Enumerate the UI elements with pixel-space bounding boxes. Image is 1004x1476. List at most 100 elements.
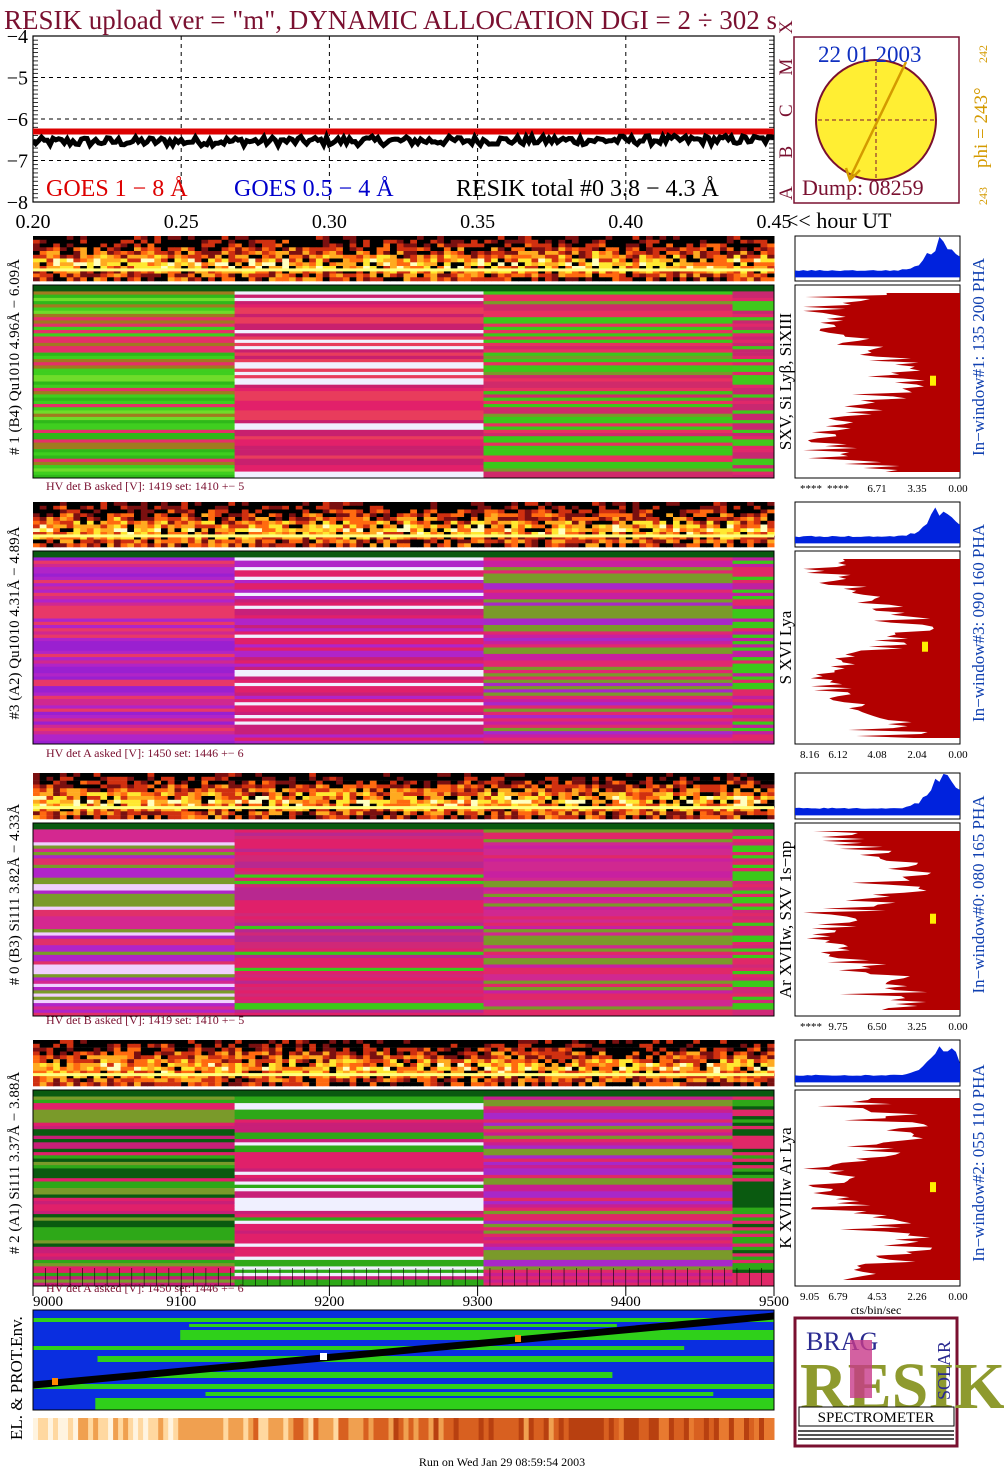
band-cell — [154, 784, 162, 789]
band-cell — [396, 262, 404, 267]
band-cell — [396, 773, 404, 778]
band-cell — [208, 811, 216, 816]
band-cell — [639, 243, 647, 248]
band-cell — [443, 505, 452, 510]
band-cell — [289, 509, 297, 514]
heatmap-row — [732, 375, 775, 379]
band-cell — [571, 266, 580, 270]
band-cell — [639, 532, 647, 536]
band-cell — [504, 513, 512, 518]
band-cell — [693, 509, 701, 514]
band-cell — [511, 258, 519, 263]
band-cell — [740, 517, 748, 521]
band-cell — [322, 780, 330, 785]
band-cell — [679, 773, 687, 778]
band-cell — [713, 277, 721, 282]
band-cell — [639, 262, 647, 267]
band-cell — [376, 273, 384, 278]
band-cell — [646, 799, 654, 804]
heatmap-row — [732, 330, 775, 334]
band-cell — [127, 807, 135, 812]
band-cell — [282, 524, 290, 529]
spectrum-1-x-label: 8.16 — [800, 749, 820, 761]
band-cell — [228, 236, 236, 240]
band-cell — [767, 517, 775, 521]
band-cell — [59, 520, 68, 525]
band-cell — [592, 528, 600, 533]
band-cell — [289, 528, 297, 533]
band-cell — [336, 1040, 344, 1045]
band-cell — [437, 1040, 445, 1045]
band-cell — [639, 513, 647, 518]
band-cell — [396, 788, 404, 793]
band-cell — [551, 543, 559, 548]
band-cell — [66, 792, 74, 797]
band-cell — [241, 239, 249, 244]
band-cell — [66, 247, 74, 252]
band-cell — [100, 239, 108, 244]
band-cell — [275, 528, 283, 533]
band-cell — [93, 815, 101, 820]
band-cell — [699, 780, 708, 785]
band-cell — [248, 807, 256, 812]
band-cell — [289, 266, 297, 270]
band-cell — [383, 236, 391, 240]
band-cell — [315, 803, 324, 808]
band-cell — [713, 784, 721, 789]
band-cell — [558, 528, 566, 533]
band-cell — [80, 1043, 88, 1048]
band-cell — [760, 251, 768, 255]
band-cell — [713, 520, 721, 525]
band-cell — [73, 528, 81, 533]
band-cell — [329, 247, 337, 252]
band-cell — [464, 792, 472, 797]
band-cell — [147, 780, 155, 785]
band-cell — [100, 258, 108, 263]
heatmap-row — [732, 835, 775, 840]
band-cell — [363, 796, 371, 801]
band-cell — [228, 277, 236, 282]
band-cell — [241, 513, 249, 518]
band-cell — [632, 796, 640, 801]
band-cell — [369, 266, 377, 270]
heatmap-row — [33, 990, 236, 994]
band-cell — [652, 784, 660, 789]
band-cell — [282, 262, 290, 267]
band-cell — [154, 239, 162, 244]
heatmap-row — [483, 961, 733, 965]
band-cell — [578, 239, 586, 244]
band-cell — [140, 254, 148, 259]
band-cell — [248, 780, 256, 785]
band-cell — [235, 524, 243, 529]
band-cell — [592, 273, 600, 278]
band-cell — [437, 236, 445, 240]
band-cell — [464, 236, 472, 240]
band-cell — [221, 269, 229, 274]
band-cell — [33, 520, 41, 525]
band-cell — [760, 509, 768, 514]
band-cell — [720, 251, 728, 255]
detector-1-heatmap — [33, 551, 775, 745]
band-cell — [477, 502, 485, 506]
band-cell — [598, 251, 607, 255]
band-cell — [639, 799, 647, 804]
heatmap-row — [234, 294, 485, 299]
band-cell — [693, 539, 701, 544]
heatmap-row — [483, 452, 733, 456]
band-cell — [437, 784, 445, 789]
band-cell — [134, 784, 142, 789]
band-cell — [545, 803, 553, 808]
band-cell — [268, 509, 276, 514]
band-cell — [726, 543, 734, 548]
band-cell — [33, 505, 41, 510]
band-cell — [646, 784, 654, 789]
band-cell — [713, 258, 721, 263]
band-cell — [565, 773, 573, 778]
band-cell — [686, 532, 694, 536]
band-cell — [369, 262, 377, 267]
band-cell — [86, 543, 95, 548]
band-cell — [181, 266, 189, 270]
band-cell — [349, 532, 357, 536]
band-cell — [390, 792, 398, 797]
heatmap-row — [33, 583, 236, 587]
